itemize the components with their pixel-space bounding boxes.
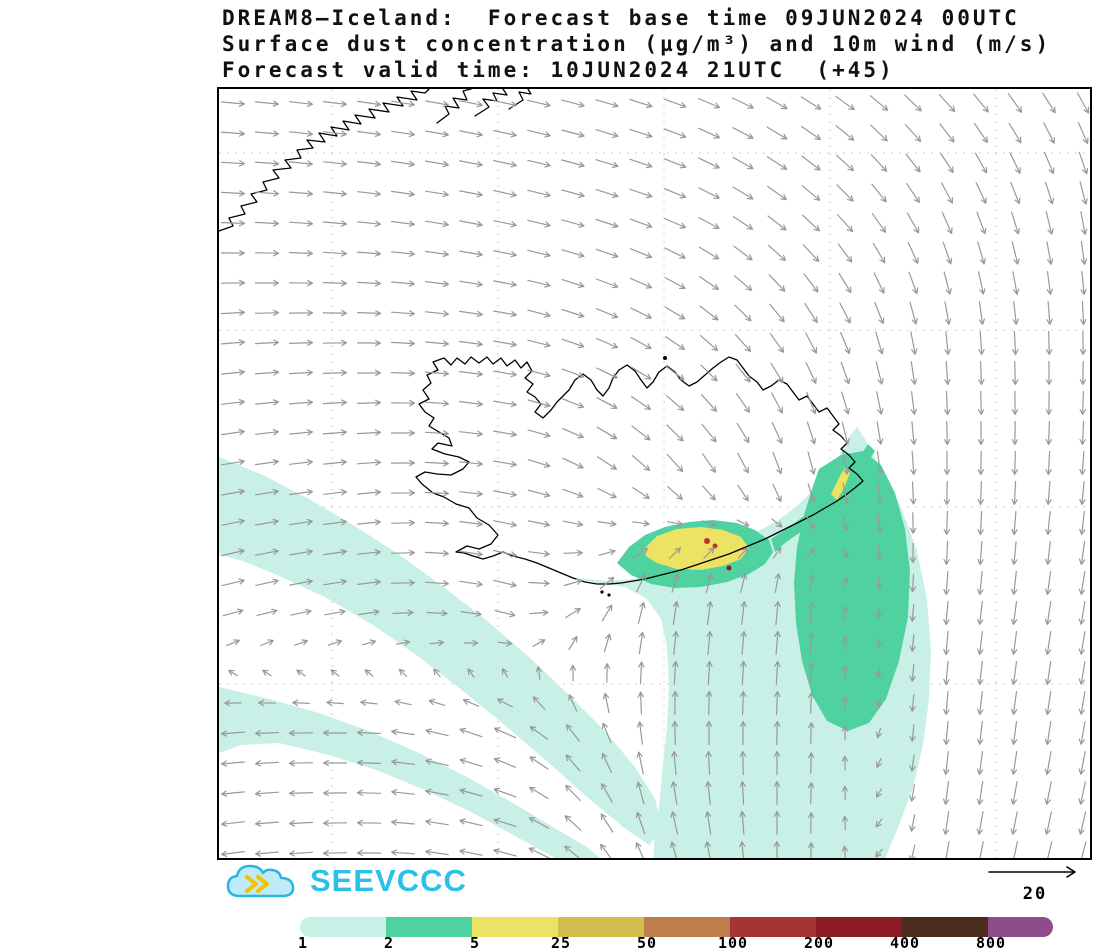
island bbox=[600, 590, 604, 594]
colorbar-label: 400 bbox=[889, 934, 921, 952]
colorbar-segment-400 bbox=[902, 917, 988, 937]
title-line-2: Surface dust concentration (µg/m³) and 1… bbox=[222, 32, 1052, 56]
colorbar-segment-200 bbox=[816, 917, 902, 937]
dust-contour-5-25 bbox=[643, 527, 749, 570]
colorbar-segment-25 bbox=[558, 917, 644, 937]
title-line-1: DREAM8—Iceland: Forecast base time 09JUN… bbox=[222, 6, 1020, 30]
dust-contour-5-25 bbox=[831, 468, 850, 500]
wind-reference-arrow-icon bbox=[988, 866, 1076, 878]
colorbar-segment-5 bbox=[472, 917, 558, 937]
dust-spot bbox=[726, 565, 732, 571]
colorbar-label: 25 bbox=[550, 934, 572, 952]
colorbar-label: 50 bbox=[636, 934, 658, 952]
map-svg bbox=[219, 89, 1090, 858]
coastline-greenland-coast-4 bbox=[508, 89, 532, 110]
wind-reference: 20 bbox=[985, 864, 1085, 904]
colorbar-segment-800 bbox=[988, 917, 1053, 937]
colorbar bbox=[300, 917, 1053, 937]
colorbar-label: 1 bbox=[297, 934, 309, 952]
wind-reference-label: 20 bbox=[1022, 884, 1048, 904]
colorbar-label: 2 bbox=[383, 934, 395, 952]
colorbar-segment-1 bbox=[300, 917, 386, 937]
dust-contour-2-5 bbox=[794, 451, 910, 731]
coastline-greenland-coast bbox=[219, 89, 430, 232]
dust-contour-1-2 bbox=[219, 687, 600, 858]
colorbar-label: 100 bbox=[717, 934, 749, 952]
colorbar-segment-50 bbox=[644, 917, 730, 937]
wind-arrows bbox=[220, 92, 1090, 858]
colorbar-label: 5 bbox=[469, 934, 481, 952]
colorbar-segment-100 bbox=[730, 917, 816, 937]
island bbox=[607, 593, 611, 597]
title-block: DREAM8—Iceland: Forecast base time 09JUN… bbox=[222, 5, 1051, 83]
seevccc-logo: SEEVCCC bbox=[222, 858, 467, 904]
colorbar-segment-2 bbox=[386, 917, 472, 937]
forecast-map bbox=[217, 87, 1092, 860]
island bbox=[663, 356, 667, 360]
coastline-greenland-coast-2 bbox=[436, 89, 472, 124]
colorbar-label: 200 bbox=[803, 934, 835, 952]
cloud-logo-icon bbox=[226, 864, 295, 898]
title-line-3: Forecast valid time: 10JUN2024 21UTC (+4… bbox=[222, 58, 895, 82]
dust-spot bbox=[704, 538, 710, 544]
logo-text: SEEVCCC bbox=[310, 863, 467, 898]
dust-spot bbox=[712, 543, 718, 549]
colorbar-label: 800 bbox=[975, 934, 1007, 952]
